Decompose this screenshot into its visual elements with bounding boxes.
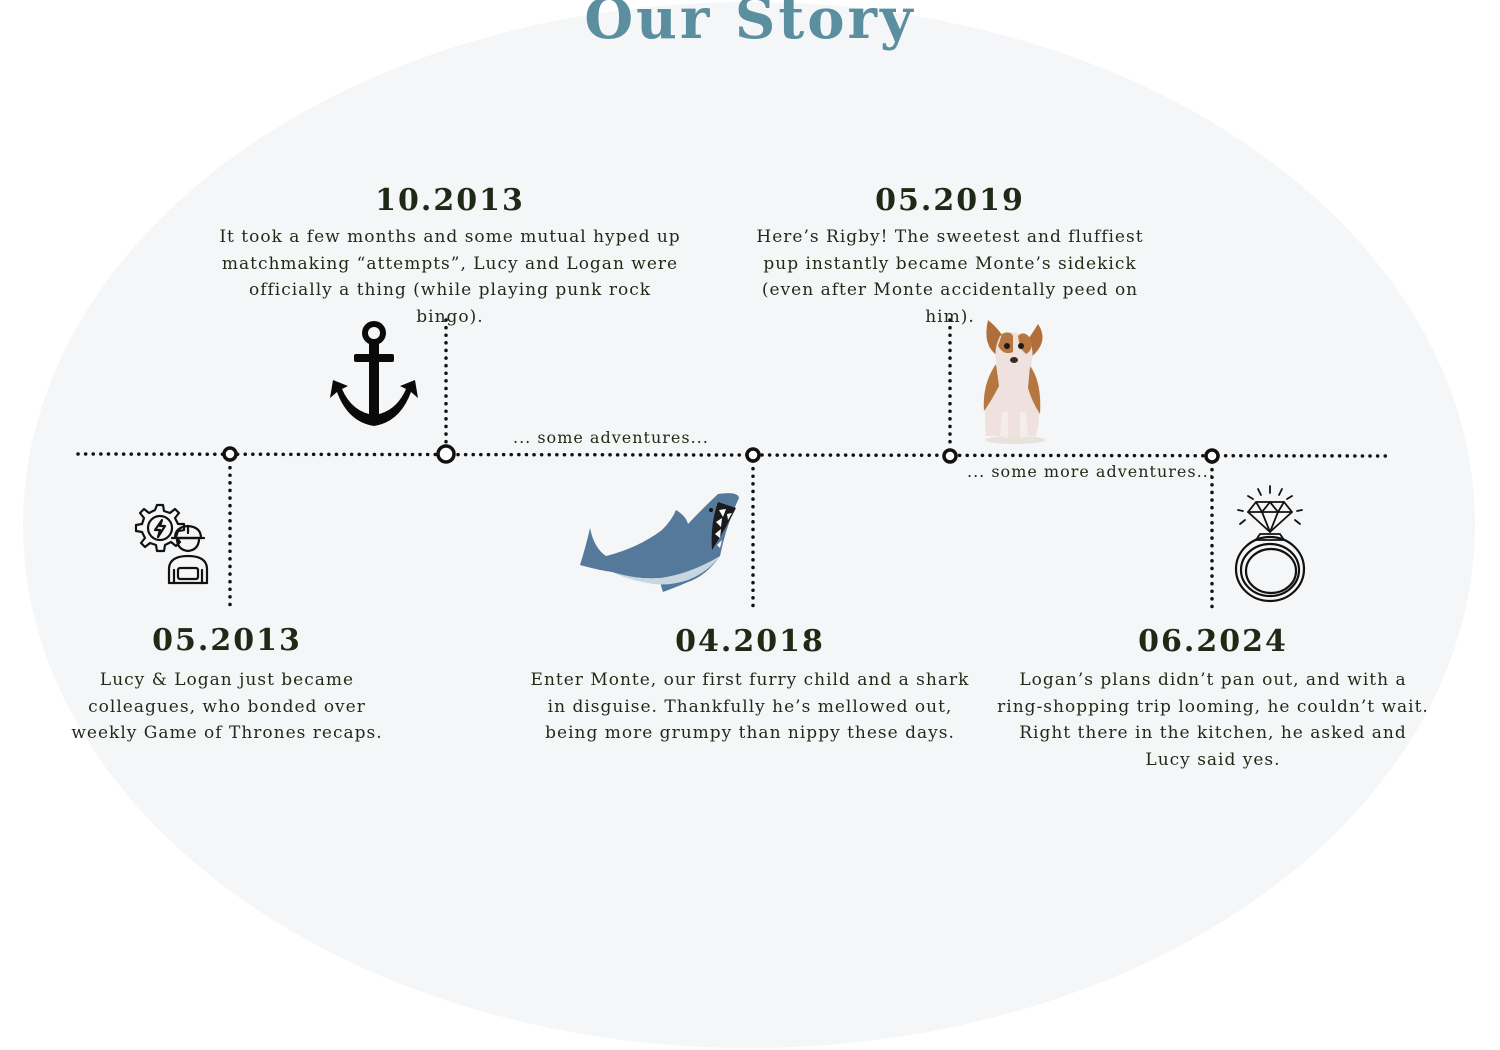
timeline-line — [76, 452, 1392, 458]
background-ellipse — [23, 2, 1475, 1048]
marker-05-2013 — [222, 446, 238, 462]
event-text: It took a few months and some mutual hyp… — [219, 227, 681, 327]
event-text: Lucy & Logan just became colleagues, who… — [71, 670, 383, 743]
anchor-icon — [330, 321, 418, 426]
event-text: Here’s Rigby! The sweetest and fluffiest… — [756, 227, 1144, 327]
event-text: Enter Monte, our first furry child and a… — [530, 670, 970, 743]
interlude-note: ... some adventures... — [513, 428, 709, 447]
marker-10-2013 — [436, 444, 456, 464]
ring-icon — [1234, 485, 1306, 603]
interlude-note: ... some more adventures... — [967, 462, 1215, 481]
marker-06-2024 — [1204, 448, 1220, 464]
engineer-gear-icon — [134, 503, 209, 585]
marker-04-2018 — [745, 447, 761, 463]
event-date: 05.2019 — [875, 183, 1025, 218]
event-date: 10.2013 — [375, 183, 525, 218]
event-text: Logan’s plans didn’t pan out, and with a… — [997, 670, 1429, 770]
event-date: 06.2024 — [1138, 624, 1288, 659]
shark-icon — [580, 493, 739, 592]
dog-icon — [983, 320, 1045, 444]
marker-05-2019 — [942, 448, 958, 464]
page-title: Our Story — [584, 0, 916, 52]
event-date: 04.2018 — [675, 624, 825, 659]
event-date: 05.2013 — [152, 623, 302, 658]
